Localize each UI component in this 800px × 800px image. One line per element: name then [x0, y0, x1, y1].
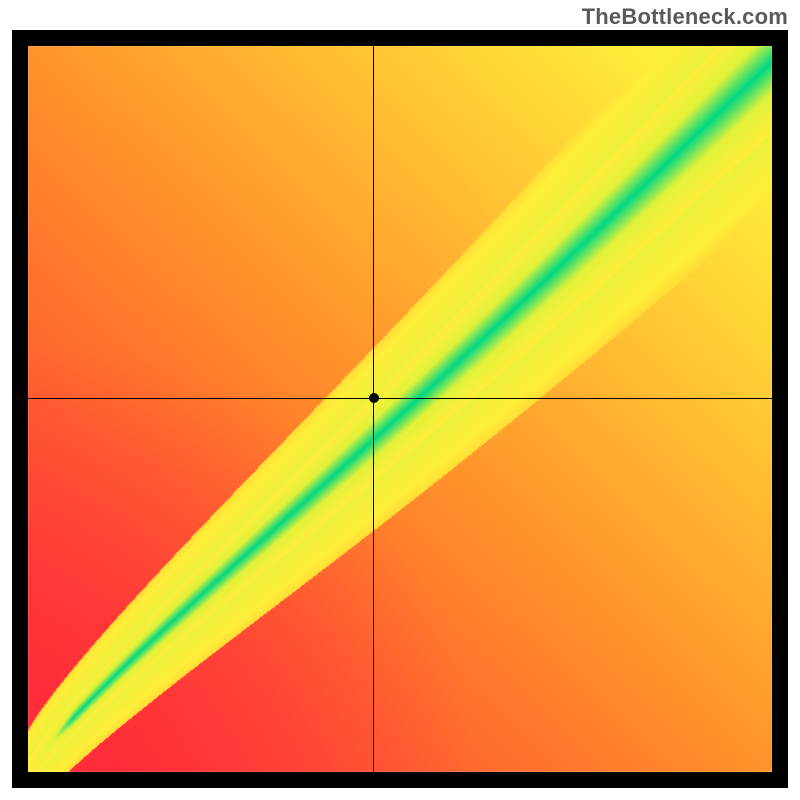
watermark-text: TheBottleneck.com	[582, 4, 788, 30]
frame-bottom	[12, 772, 788, 788]
frame-left	[12, 30, 28, 788]
crosshair-horizontal	[28, 398, 772, 399]
crosshair-marker	[369, 393, 379, 403]
heatmap-canvas	[0, 0, 800, 800]
frame-top	[12, 30, 788, 46]
crosshair-vertical	[373, 46, 374, 772]
frame-right	[772, 30, 788, 788]
chart-container: TheBottleneck.com	[0, 0, 800, 800]
